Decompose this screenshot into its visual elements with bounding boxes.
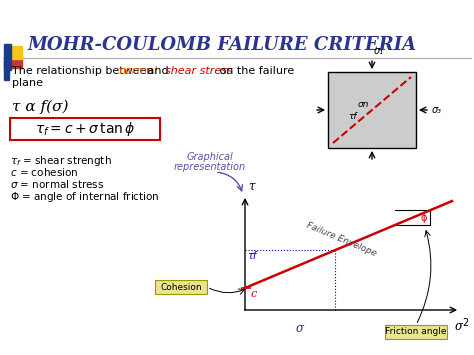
Text: c: c (251, 289, 257, 299)
Text: shear stress: shear stress (165, 66, 233, 76)
Text: τf: τf (348, 112, 356, 121)
Bar (385, 325, 447, 339)
Bar (10, 118, 160, 140)
Text: normal: normal (118, 66, 157, 76)
Text: σ₃: σ₃ (432, 105, 442, 115)
Text: ϕ: ϕ (421, 213, 427, 223)
Text: $\tau_f$ = shear strength: $\tau_f$ = shear strength (10, 154, 112, 168)
Text: $\Phi$ = angle of internal friction: $\Phi$ = angle of internal friction (10, 190, 160, 204)
Text: Friction angle: Friction angle (385, 328, 447, 337)
Bar (4, 60, 9, 80)
Bar (4, 44, 11, 70)
Bar (8, 46, 22, 59)
Text: representation: representation (174, 162, 246, 172)
Text: σ₁: σ₁ (374, 46, 384, 56)
Text: Graphical: Graphical (187, 152, 233, 162)
Text: τ α f(σ): τ α f(σ) (12, 100, 69, 114)
Text: $\tau_f = c + \sigma\,\tan\phi$: $\tau_f = c + \sigma\,\tan\phi$ (35, 120, 135, 138)
Text: Failure Envelope: Failure Envelope (305, 220, 378, 258)
Bar (328, 72, 416, 148)
Bar (155, 280, 207, 294)
Text: σ: σ (296, 322, 304, 335)
Text: $\sigma$ = normal stress: $\sigma$ = normal stress (10, 178, 104, 190)
Text: plane: plane (12, 78, 43, 88)
Text: and: and (144, 66, 172, 76)
Text: Cohesion: Cohesion (160, 283, 202, 291)
Text: on the failure: on the failure (216, 66, 294, 76)
Bar (8, 55, 22, 68)
Text: 2: 2 (462, 318, 468, 328)
Text: τ: τ (248, 180, 255, 193)
Text: σn: σn (358, 100, 370, 109)
Text: MOHR-COULOMB FAILURE CRITERIA: MOHR-COULOMB FAILURE CRITERIA (28, 36, 417, 54)
Text: σ: σ (455, 320, 463, 333)
Text: $c$ = cohesion: $c$ = cohesion (10, 166, 78, 178)
Text: τf: τf (247, 251, 256, 261)
Text: The relationship between: The relationship between (12, 66, 157, 76)
